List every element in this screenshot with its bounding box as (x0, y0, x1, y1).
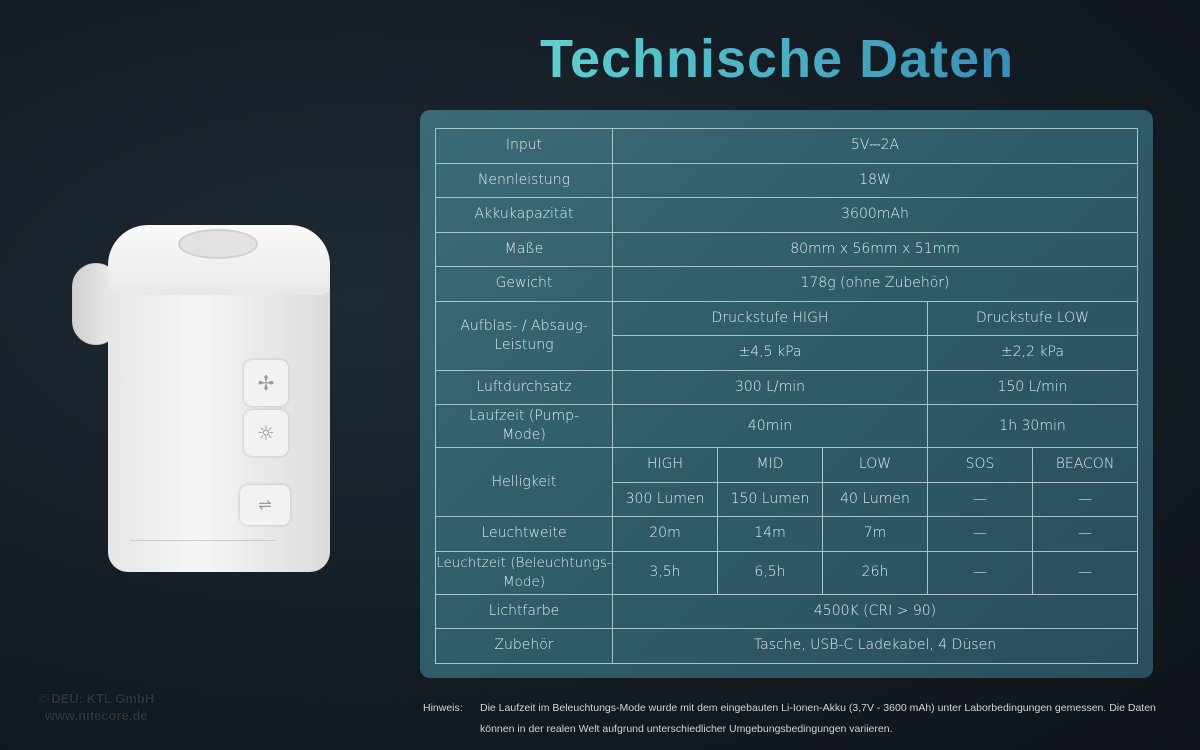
fan-button-icon: ✢ (244, 360, 288, 406)
table-row: Nennleistung 18W (435, 162, 1139, 198)
row-value: 5V⎓2A (611, 128, 1139, 164)
cell: — (1031, 516, 1139, 552)
row-label: Aufblas- / Absaug-Leistung (435, 300, 613, 371)
cell: — (1031, 481, 1139, 517)
table-row: Aufblas- / Absaug-Leistung Druckstufe HIG… (435, 300, 1139, 371)
row-value: 18W (611, 162, 1139, 198)
table-row: Maße 80mm x 56mm x 51mm (435, 231, 1139, 267)
row-value: 178g (ohne Zubehör) (611, 266, 1139, 302)
cell: 3,5h (612, 550, 718, 595)
col-header: MID (717, 447, 823, 483)
cell: — (1031, 550, 1139, 595)
cell: 150 Lumen (717, 481, 823, 517)
row-label: Maße (435, 231, 613, 267)
copyright-line: © DEU: KTL GmbH (38, 691, 155, 706)
fan-grille (178, 229, 258, 259)
table-row: Leuchtweite 20m 14m 7m — — (435, 516, 1139, 552)
cell: — (927, 481, 1033, 517)
cell: 1h 30min (926, 404, 1139, 448)
col-header: Druckstufe LOW (926, 300, 1139, 336)
row-value: 80mm x 56mm x 51mm (611, 231, 1139, 267)
cell: 14m (717, 516, 823, 552)
col-header: SOS (927, 447, 1033, 483)
product-image-air-pump: ✢ ☼ ⇌ (70, 215, 340, 575)
cell: 20m (612, 516, 718, 552)
row-label: Luftdurchsatz (435, 369, 613, 405)
footnote-text: Die Laufzeit im Beleuchtungs-Mode wurde … (480, 702, 1156, 735)
cell: — (927, 516, 1033, 552)
footnote-label: Hinweis: (423, 702, 463, 714)
cell: 150 L/min (926, 369, 1139, 405)
cell: 7m (822, 516, 928, 552)
row-value: 4500K (CRI > 90) (611, 593, 1139, 629)
table-row: Akkukapazität 3600mAh (435, 197, 1139, 233)
pump-base (130, 540, 275, 562)
cell: 26h (822, 550, 928, 595)
col-header: HIGH (612, 447, 718, 483)
cell: — (927, 550, 1033, 595)
col-header: LOW (822, 447, 928, 483)
row-label: Zubehör (435, 628, 613, 664)
table-row: Luftdurchsatz 300 L/min 150 L/min (435, 369, 1139, 405)
table-row: ±4,5 kPa ±2,2 kPa (436, 335, 1139, 371)
table-row: Lichtfarbe 4500K (CRI > 90) (435, 593, 1139, 629)
table-row: Zubehör Tasche, USB-C Ladekabel, 4 Düsen (435, 628, 1139, 664)
cell: 40min (612, 404, 928, 448)
row-label: Lichtfarbe (435, 593, 613, 629)
row-label: Helligkeit (435, 447, 613, 517)
row-label: Laufzeit (Pump-Mode) (435, 404, 613, 448)
page-title: Technische Daten (540, 29, 1015, 89)
row-label: Leuchtzeit (Beleuchtungs-Mode) (435, 550, 613, 595)
row-label: Nennleistung (435, 162, 613, 198)
cell: ±4,5 kPa (612, 335, 928, 371)
table-row: Gewicht 178g (ohne Zubehör) (435, 266, 1139, 302)
light-button-icon: ☼ (244, 410, 288, 456)
copyright-watermark: © DEU: KTL GmbH www.nitecore.de (38, 690, 154, 724)
table-row: Helligkeit HIGH MID LOW SOS BEACON (435, 447, 1139, 517)
table-row: Input 5V⎓2A (435, 128, 1139, 164)
cell: 300 L/min (612, 369, 928, 405)
cell: 300 Lumen (612, 481, 718, 517)
col-header: Druckstufe HIGH (612, 300, 928, 336)
usb-port-icon: ⇌ (240, 485, 290, 525)
cell: ±2,2 kPa (926, 335, 1139, 371)
row-value: Tasche, USB-C Ladekabel, 4 Düsen (611, 628, 1139, 664)
row-label: Gewicht (435, 266, 613, 302)
row-value: 3600mAh (611, 197, 1139, 233)
table-row: Leuchtzeit (Beleuchtungs-Mode) 3,5h 6,5h 26… (435, 550, 1139, 595)
cell: 40 Lumen (822, 481, 928, 517)
website-line: www.nitecore.de (44, 708, 148, 723)
row-label: Input (435, 128, 613, 164)
row-label: Leuchtweite (435, 516, 613, 552)
table-row: Laufzeit (Pump-Mode) 40min 1h 30min (435, 404, 1139, 448)
spec-table: Input 5V⎓2A Nennleistung 18W Akkukapazität… (435, 128, 1139, 664)
cell: 6,5h (717, 550, 823, 595)
row-label: Akkukapazität (435, 197, 613, 233)
table-row: 300 Lumen 150 Lumen 40 Lumen — — (436, 481, 1139, 517)
col-header: BEACON (1031, 447, 1139, 483)
